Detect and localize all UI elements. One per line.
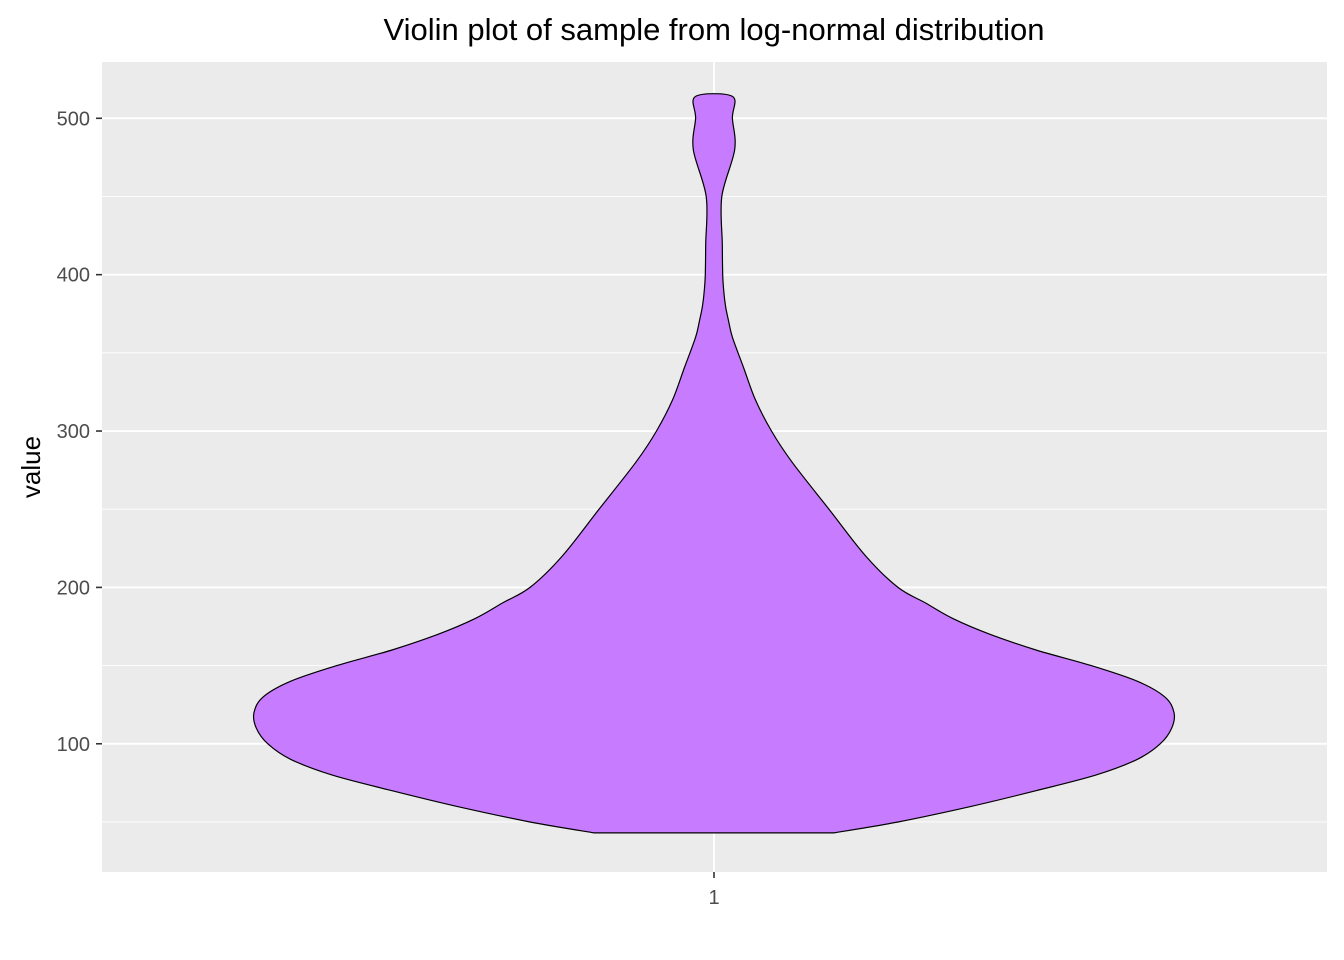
y-tick-label: 300 [57, 421, 90, 443]
violin-layer [252, 93, 1176, 834]
y-tick-label: 500 [57, 108, 90, 130]
x-tick-label: 1 [708, 887, 719, 909]
y-tick-label: 400 [57, 265, 90, 287]
chart-title: Violin plot of sample from log-normal di… [383, 12, 1044, 47]
violin-1 [252, 93, 1176, 834]
x-axis-ticks: 1 [708, 872, 720, 909]
y-axis-title: value [16, 436, 46, 498]
y-tick-label: 100 [57, 734, 90, 756]
y-tick-label: 200 [57, 577, 90, 599]
y-axis-ticks: 100 200 300 400 500 [57, 108, 102, 756]
